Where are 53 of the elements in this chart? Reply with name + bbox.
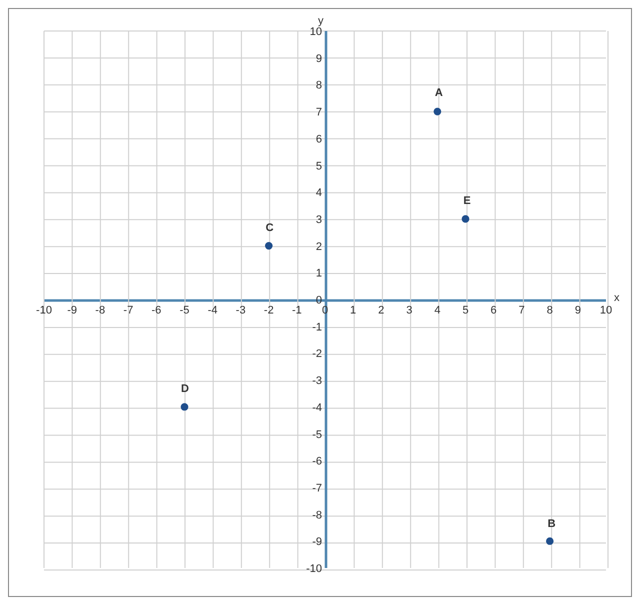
x-tick-label: -2 (264, 304, 274, 316)
y-tick-label: -6 (312, 456, 322, 468)
x-tick-label: 3 (406, 304, 412, 316)
x-tick-label: 4 (434, 304, 440, 316)
point (462, 215, 470, 223)
x-tick-label: 6 (490, 304, 497, 316)
x-tick-label: 10 (600, 304, 612, 316)
y-tick-label: -7 (312, 482, 322, 494)
x-tick-label: 5 (462, 304, 469, 316)
y-tick-label: 4 (316, 187, 322, 200)
x-tick-label: -9 (67, 304, 77, 316)
x-tick-label: 9 (574, 304, 581, 316)
x-tick-label: -7 (123, 304, 134, 316)
y-tick-label: -5 (312, 428, 322, 441)
y-tick-label: -8 (312, 509, 322, 522)
annotation: A (434, 86, 444, 99)
annotation: E (462, 194, 472, 207)
y-tick-label: 7 (316, 106, 322, 119)
y-tick-label: 10 (310, 26, 322, 38)
x-tick-label: 1 (350, 304, 356, 316)
y-tick-label: 2 (316, 240, 322, 253)
annotation: D (180, 383, 190, 396)
x-tick-label: -5 (180, 304, 190, 316)
point (265, 242, 273, 250)
x-tick-label: 7 (518, 304, 525, 316)
y-tick-label: 3 (316, 214, 322, 226)
annotation: C (264, 222, 275, 234)
y-tick-label: -1 (312, 321, 322, 334)
point (180, 403, 188, 411)
x-tick-label: -6 (152, 304, 162, 316)
y-tick-label: 9 (316, 52, 322, 65)
y-tick-label: 0 (316, 294, 322, 306)
y-tick-label: 5 (316, 160, 322, 172)
y-tick-label: -4 (312, 402, 322, 414)
x-tick-label: -8 (95, 304, 106, 316)
y-tick-label: 6 (316, 133, 322, 146)
x-tick-label: -10 (36, 304, 52, 316)
y-tick-label: -2 (312, 348, 322, 360)
x-axis-title: x (614, 292, 620, 304)
annotation: B (546, 518, 557, 530)
x-tick-label: 2 (378, 304, 384, 316)
y-tick-label: 8 (316, 80, 322, 92)
y-tick-label: 1 (316, 268, 322, 280)
x-tick-label: -4 (208, 304, 218, 316)
x-tick-label: -1 (292, 304, 302, 316)
point (434, 108, 442, 116)
x-tick-label: -3 (236, 304, 246, 316)
y-tick-label: -9 (312, 536, 322, 548)
y-axis-title: y (318, 15, 324, 27)
x-tick-label: 8 (546, 304, 553, 316)
y-tick-label: -10 (306, 563, 322, 575)
point (546, 537, 554, 545)
y-tick-label: -3 (312, 375, 322, 388)
